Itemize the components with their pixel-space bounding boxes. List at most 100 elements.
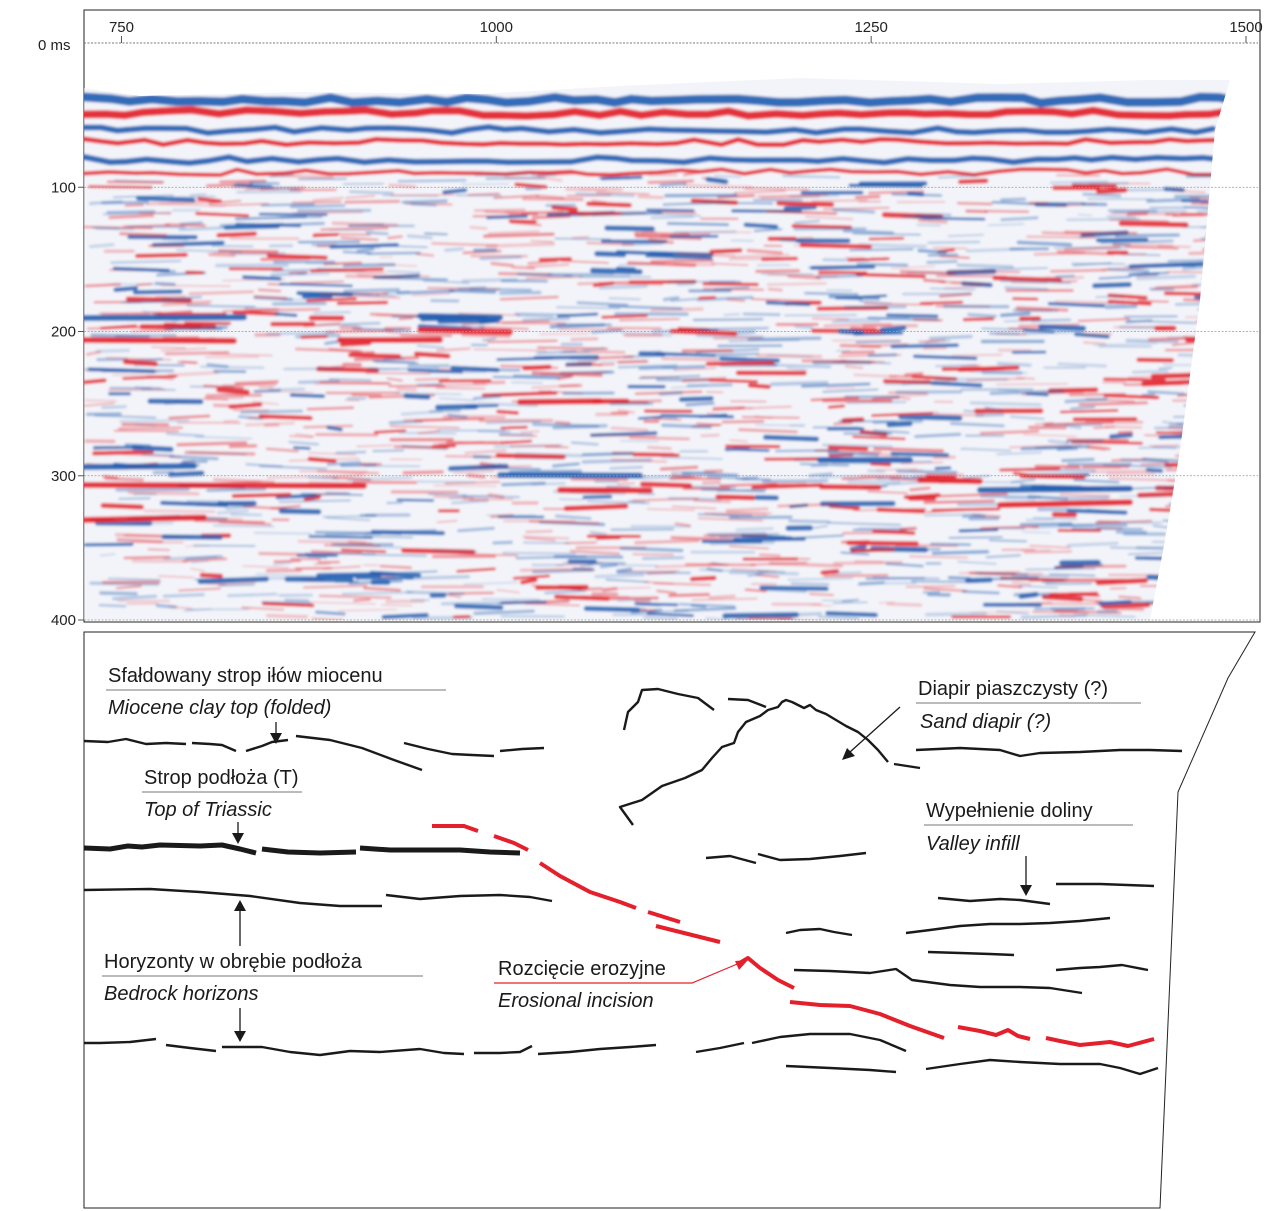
seismic-wavelet (886, 602, 923, 607)
seismic-wavelet (1106, 215, 1137, 219)
seismic-wavelet (176, 421, 242, 424)
seismic-wavelet (164, 223, 206, 227)
seismic-wavelet (949, 422, 1005, 428)
seismic-wavelet (98, 312, 150, 315)
diapir-segment (893, 762, 921, 770)
seismic-wavelet (979, 429, 1040, 435)
seismic-wavelet (203, 397, 229, 401)
seismic-wavelet (380, 603, 413, 607)
seismic-wavelet (133, 521, 174, 526)
seismic-wavelet (386, 330, 402, 335)
seismic-wavelet (230, 513, 263, 517)
seismic-wavelet (273, 260, 336, 264)
seismic-wavelet (808, 592, 835, 597)
seismic-wavelet (913, 354, 978, 361)
seismic-wavelet (956, 201, 993, 206)
seismic-wavelet (563, 274, 631, 278)
seismic-wavelet (617, 598, 652, 602)
seismic-wavelet (397, 179, 467, 183)
seismic-wavelet (167, 470, 205, 478)
seismic-wavelet (1056, 446, 1078, 452)
seismic-wavelet (119, 419, 190, 423)
seismic-wavelet (989, 389, 1065, 396)
seismic-wavelet (487, 229, 540, 235)
seismic-wavelet (926, 259, 958, 264)
seismic-wavelet (996, 361, 1032, 367)
seismic-wavelet (1059, 493, 1111, 498)
seismic-wavelet (1057, 362, 1108, 368)
seismic-wavelet (111, 594, 158, 601)
seismic-wavelet (927, 253, 959, 257)
seismic-wavelet (202, 384, 245, 390)
seismic-reflector (84, 337, 237, 344)
seismic-wavelet (619, 318, 680, 322)
seismic-wavelet (315, 433, 379, 437)
seismic-wavelet (112, 194, 174, 198)
seismic-wavelet (235, 182, 272, 187)
horizon-segment (751, 1032, 907, 1053)
seismic-wavelet (842, 229, 895, 235)
seismic-wavelet (926, 592, 951, 597)
seismic-wavelet (776, 200, 835, 207)
seismic-wavelet (1012, 297, 1039, 301)
seismic-wavelet (147, 548, 170, 552)
seismic-wavelet (627, 261, 697, 267)
seismic-wavelet (123, 555, 171, 560)
seismic-wavelet (876, 476, 922, 480)
seismic-wavelet (1023, 433, 1077, 437)
seismic-wavelet (500, 600, 547, 605)
seismic-wavelet (223, 580, 257, 586)
seismic-wavelet (258, 212, 328, 216)
seismic-wavelet (1054, 300, 1113, 305)
seismic-wavelet (87, 367, 156, 374)
seismic-wavelet (761, 256, 799, 262)
seismic-wavelet (353, 598, 371, 602)
label-erosion-en: Erosional incision (498, 990, 654, 1012)
seismic-wavelet (1031, 319, 1072, 323)
seismic-wavelet (1077, 317, 1131, 322)
seismic-wavelet (339, 341, 372, 347)
seismic-wavelet (351, 393, 382, 397)
seismic-wavelet (270, 504, 301, 510)
seismic-wavelet (1095, 295, 1124, 298)
horizon-segment (925, 1058, 1159, 1076)
seismic-wavelet (967, 313, 998, 318)
seismic-wavelet (675, 252, 736, 258)
horizon-segment (295, 734, 423, 772)
seismic-wavelet (473, 348, 547, 352)
seismic-wavelet (307, 456, 337, 464)
seismic-wavelet (1097, 520, 1121, 523)
seismic-wavelet (589, 267, 643, 275)
seismic-wavelet (1094, 520, 1163, 525)
leader-arrowhead (735, 960, 748, 970)
seismic-wavelet (99, 553, 116, 557)
seismic-wavelet (804, 215, 854, 221)
seismic-wavelet (481, 598, 541, 601)
seismic-wavelet (522, 317, 571, 322)
seismic-wavelet (692, 318, 764, 322)
seismic-wavelet (700, 433, 720, 438)
seismic-wavelet (109, 386, 153, 390)
seismic-wavelet (827, 521, 902, 526)
seismic-wavelet (937, 174, 978, 179)
seismic-wavelet (875, 467, 918, 472)
seismic-wavelet (481, 391, 558, 398)
seismic-wavelet (984, 406, 1003, 411)
seismic-wavelet (376, 294, 396, 297)
seismic-wavelet (543, 589, 587, 595)
seismic-wavelet (753, 228, 783, 233)
seismic-wavelet (733, 253, 790, 258)
seismic-wavelet (617, 364, 678, 369)
seismic-wavelet (658, 390, 684, 396)
seismic-wavelet (169, 195, 216, 199)
seismic-wavelet (935, 274, 1008, 278)
seismic-wavelet (100, 502, 144, 510)
seismic-wavelet (448, 289, 497, 294)
seismic-wavelet (1016, 240, 1073, 247)
seismic-wavelet (514, 182, 548, 189)
seismic-wavelet (712, 406, 754, 410)
seismic-wavelet (938, 280, 990, 286)
seismic-wavelet (916, 223, 941, 227)
seismic-wavelet (194, 435, 253, 440)
